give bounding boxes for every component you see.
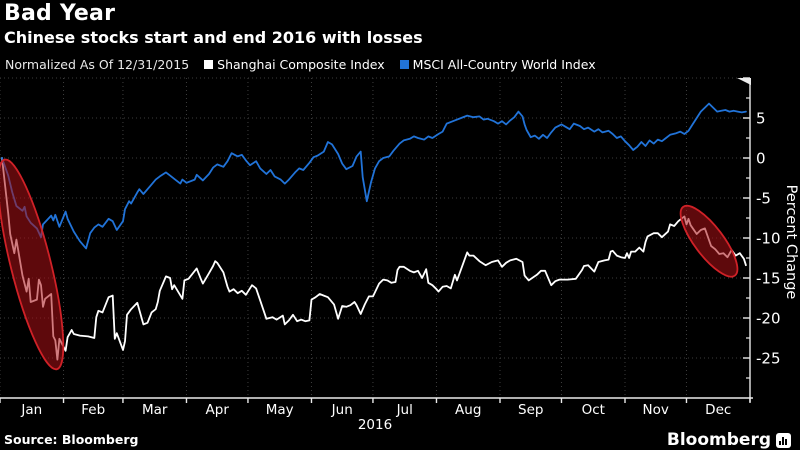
source-credit: Source: Bloomberg — [4, 432, 139, 447]
y-tick-label: 5 — [756, 110, 766, 128]
x-month-label: Jul — [396, 402, 413, 418]
x-month-label: Oct — [582, 402, 605, 418]
bloomberg-logo-icon — [776, 432, 791, 448]
x-month-label: May — [266, 402, 294, 418]
x-month-label: Feb — [81, 402, 105, 418]
x-month-label: Dec — [705, 402, 731, 418]
y-tick-label: 0 — [756, 150, 766, 168]
y-tick-label: -5 — [756, 190, 771, 208]
axis-top-flag — [737, 78, 751, 85]
y-tick-label: -10 — [756, 230, 781, 248]
legend-item-shanghai: Shanghai Composite Index — [204, 57, 385, 72]
legend-item-label: MSCI All-Country World Index — [412, 57, 596, 72]
legend-item-msci: MSCI All-Country World Index — [399, 57, 596, 72]
x-month-label: Sep — [518, 402, 543, 418]
x-month-label: Aug — [455, 402, 481, 418]
x-month-label: Jun — [331, 402, 353, 418]
x-month-label: Jan — [20, 402, 42, 418]
y-tick-label: -25 — [756, 350, 781, 368]
december-selloff-highlight — [679, 204, 739, 278]
shanghai-swatch-icon — [204, 60, 214, 69]
bloomberg-wordmark-label: Bloomberg — [666, 430, 771, 450]
legend-note: Normalized As Of 12/31/2015 — [5, 57, 190, 72]
x-month-label: Apr — [206, 402, 230, 418]
y-axis-title: Percent Change — [783, 185, 799, 300]
msci-swatch-icon — [399, 60, 409, 69]
y-tick-label: -15 — [756, 270, 781, 288]
legend-item-label: Shanghai Composite Index — [217, 57, 385, 72]
x-month-label: Mar — [142, 402, 168, 418]
series-line-shanghai — [1, 157, 747, 361]
january-selloff-highlight — [0, 158, 65, 371]
y-tick-label: -20 — [756, 310, 781, 328]
series-line-msci — [1, 102, 747, 250]
chart-subtitle: Chinese stocks start and end 2016 with l… — [4, 28, 423, 47]
x-year-label: 2016 — [358, 417, 392, 433]
chart-legend: Normalized As Of 12/31/2015 Shanghai Com… — [5, 57, 596, 72]
axis-lines — [0, 78, 753, 402]
bloomberg-wordmark: Bloomberg — [667, 430, 791, 450]
x-month-label: Nov — [643, 402, 669, 418]
chart-title: Bad Year — [4, 1, 116, 26]
